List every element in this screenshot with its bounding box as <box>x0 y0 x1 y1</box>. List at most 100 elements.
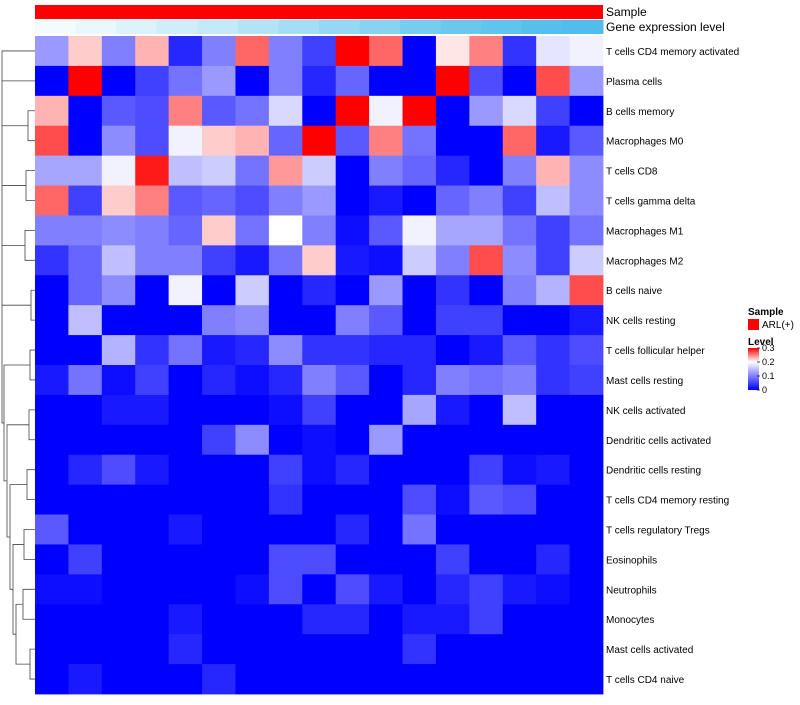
heatmap-cell <box>68 365 103 396</box>
heatmap-cell <box>402 424 437 456</box>
heatmap-cell <box>369 484 403 515</box>
gene-annotation-label: Gene expression level <box>606 20 725 34</box>
heatmap-cell <box>502 514 537 545</box>
gene-annotation-cell <box>440 20 482 34</box>
heatmap-cell <box>202 394 236 426</box>
heatmap-cell <box>335 95 370 127</box>
legend-level-title: Level <box>748 337 774 348</box>
heatmap-cell <box>569 604 604 635</box>
heatmap-cell <box>268 125 303 157</box>
heatmap-cell <box>335 335 370 366</box>
heatmap-cell <box>369 424 403 456</box>
heatmap-cell <box>469 335 504 366</box>
heatmap-cell <box>435 394 470 426</box>
heatmap-cell <box>101 335 136 366</box>
heatmap-cell <box>369 185 403 216</box>
heatmap-cell <box>268 544 303 575</box>
heatmap-cell <box>435 514 470 545</box>
row-label: Plasma cells <box>606 77 662 88</box>
heatmap-cell <box>268 245 303 276</box>
heatmap-cell <box>135 155 170 186</box>
gene-annotation-cell <box>359 20 401 34</box>
gene-annotation-cell <box>562 20 604 34</box>
row-label: T cells follicular helper <box>606 346 705 357</box>
heatmap-cell <box>502 604 537 635</box>
heatmap-cell <box>168 335 203 366</box>
heatmap-cell <box>268 394 303 426</box>
heatmap-cell <box>569 634 604 665</box>
gene-annotation-cell <box>75 20 117 34</box>
heatmap-cell <box>235 305 270 336</box>
heatmap-cell <box>35 514 69 545</box>
legend-sample-swatch <box>748 319 759 330</box>
heatmap-cell <box>202 664 236 695</box>
row-label: T cells CD8 <box>606 167 658 178</box>
heatmap-cell <box>35 125 69 157</box>
heatmap-cell <box>202 215 236 246</box>
heatmap-cell <box>469 664 504 695</box>
heatmap-cell <box>235 484 270 515</box>
heatmap-cell <box>335 305 370 336</box>
heatmap-cell <box>502 424 537 456</box>
heatmap-cell <box>402 36 437 67</box>
heatmap-cell <box>536 365 570 396</box>
heatmap-cell <box>101 604 136 635</box>
heatmap-cell <box>135 664 170 695</box>
heatmap-cell <box>35 424 69 456</box>
dendrogram-branches <box>1 50 35 680</box>
heatmap-cell <box>68 305 103 336</box>
heatmap-cell <box>168 574 203 605</box>
heatmap-cell <box>135 454 170 486</box>
heatmap-cell <box>502 215 537 246</box>
heatmap-cell <box>536 484 570 515</box>
heatmap-cell <box>502 634 537 665</box>
heatmap-cell <box>302 215 337 246</box>
heatmap-cell <box>569 95 604 127</box>
heatmap-cell <box>536 36 570 67</box>
heatmap-cell <box>435 574 470 605</box>
heatmap-cell <box>536 574 570 605</box>
heatmap-cell <box>335 245 370 276</box>
legend-sample-entry: ARL(+) <box>762 320 794 331</box>
heatmap-cell <box>202 275 236 306</box>
heatmap-cell <box>369 275 403 306</box>
heatmap-cell <box>135 125 170 157</box>
legend: Sample ARL(+) Level 0.3 0.2 0.1 0 <box>748 307 794 395</box>
heatmap-cell <box>235 574 270 605</box>
row-dendrogram <box>1 50 35 680</box>
heatmap-cell <box>235 275 270 306</box>
heatmap-cell <box>435 95 470 127</box>
heatmap-cell <box>469 125 504 157</box>
heatmap-cell <box>569 125 604 157</box>
heatmap-cell <box>268 65 303 97</box>
heatmap-cell <box>235 394 270 426</box>
heatmap-cell <box>402 335 437 366</box>
heatmap-cell <box>35 574 69 605</box>
heatmap-cell <box>302 65 337 97</box>
row-label: T cells regulatory Tregs <box>606 526 710 537</box>
heatmap-cell <box>168 604 203 635</box>
heatmap-cell <box>168 65 203 97</box>
heatmap-cell <box>101 454 136 486</box>
heatmap-cell <box>135 275 170 306</box>
heatmap-cell <box>268 95 303 127</box>
heatmap-cell <box>369 215 403 246</box>
row-label: B cells naive <box>606 286 663 297</box>
heatmap-cell <box>101 215 136 246</box>
heatmap-cell <box>235 335 270 366</box>
heatmap-cell <box>135 365 170 396</box>
heatmap-cell <box>335 544 370 575</box>
heatmap-cell <box>469 574 504 605</box>
heatmap-cell <box>435 155 470 186</box>
heatmap-cell <box>502 125 537 157</box>
row-label: T cells CD4 memory resting <box>606 496 729 507</box>
heatmap-cell <box>135 245 170 276</box>
heatmap-cell <box>569 305 604 336</box>
sample-annotation-bar <box>35 5 603 19</box>
heatmap-cell <box>202 305 236 336</box>
heatmap-cell <box>402 275 437 306</box>
heatmap-cell <box>202 245 236 276</box>
heatmap-cell <box>435 604 470 635</box>
